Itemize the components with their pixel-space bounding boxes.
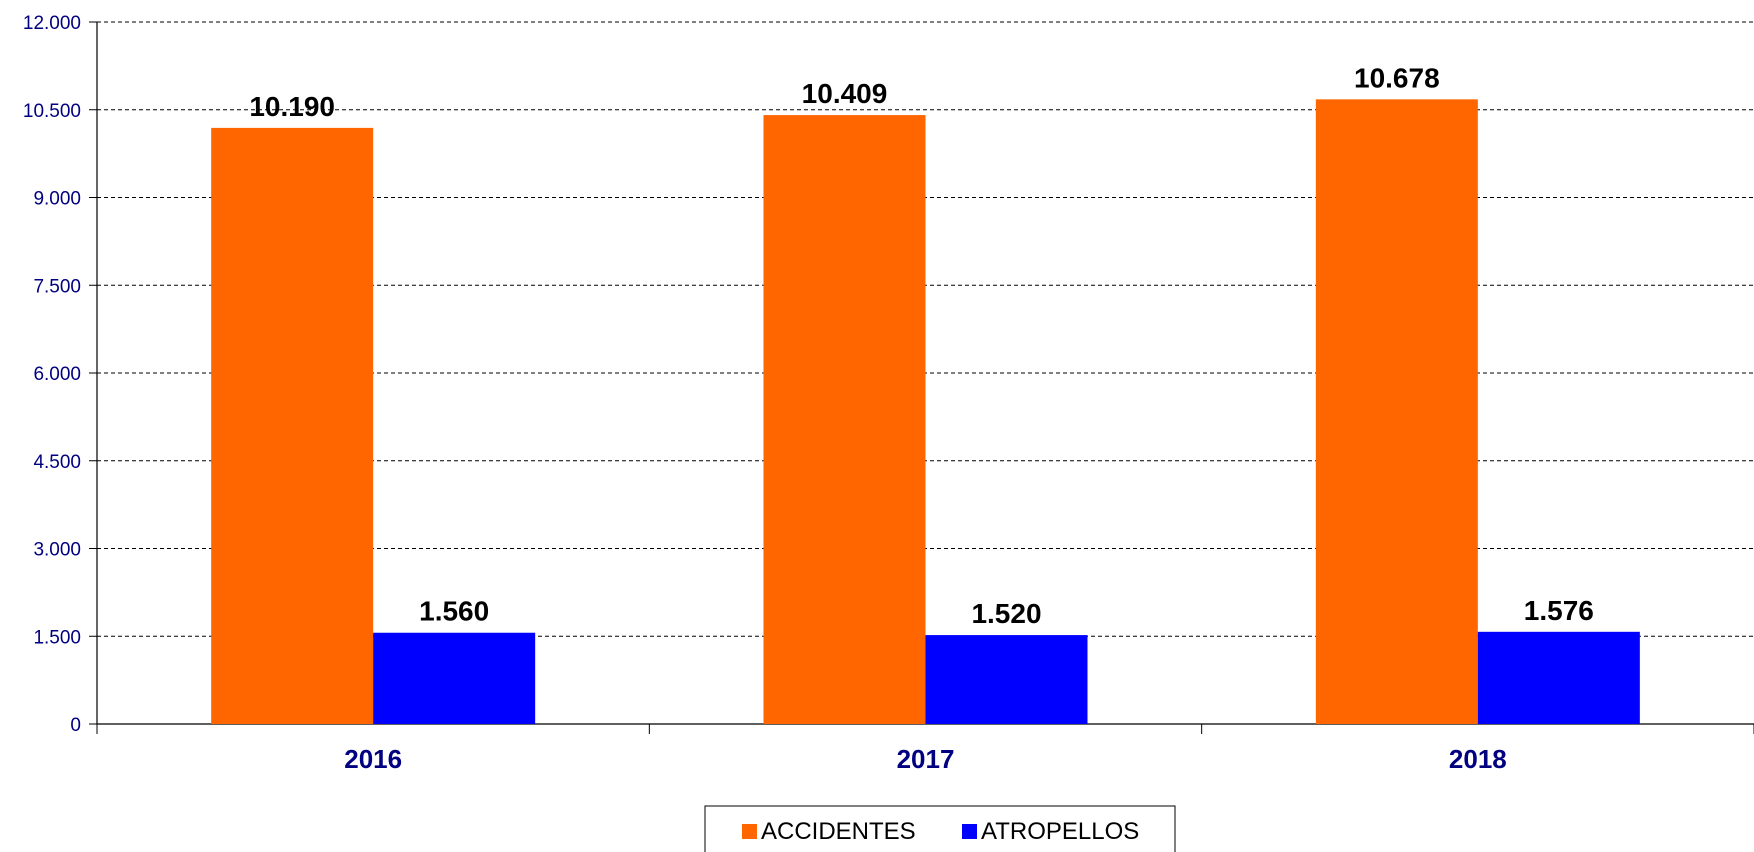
y-tick-label: 6.000 (33, 364, 81, 385)
y-tick-label: 10.500 (23, 101, 81, 122)
bar-atropellos-2018 (1477, 631, 1640, 724)
x-tick-label: 2017 (897, 744, 955, 774)
x-tick-label: 2016 (344, 744, 402, 774)
data-label: 10.409 (802, 78, 888, 109)
x-tick-label: 2018 (1449, 744, 1507, 774)
bar-accidentes-2016 (211, 127, 374, 724)
y-tick-label: 0 (70, 715, 81, 736)
data-label: 10.678 (1354, 62, 1440, 93)
y-tick-label: 7.500 (33, 276, 81, 297)
legend-label: ATROPELLOS (981, 818, 1139, 845)
bar-accidentes-2018 (1315, 99, 1478, 725)
bar-atropellos-2017 (925, 635, 1088, 724)
y-tick-label: 4.500 (33, 452, 81, 473)
y-tick-label: 3.000 (33, 540, 81, 561)
bars (211, 99, 1640, 725)
bar-atropellos-2016 (373, 632, 536, 724)
y-axis: 0 1.500 3.000 4.500 6.000 7.500 9.000 10.500 12.… (23, 13, 98, 736)
x-axis: 2016 2017 2018 (96, 723, 1754, 774)
data-label: 1.520 (971, 598, 1041, 629)
data-labels: 10.190 1.560 10.409 1.520 10.678 1.576 (249, 62, 1594, 629)
bar-accidentes-2017 (763, 115, 926, 725)
legend-swatch-atropellos (962, 824, 977, 839)
legend-label: ACCIDENTES (761, 818, 916, 845)
data-label: 1.576 (1524, 595, 1594, 626)
legend-box (704, 805, 1176, 852)
data-label: 1.560 (419, 596, 489, 627)
y-tick-label: 12.000 (23, 13, 81, 34)
legend: ACCIDENTES ATROPELLOS (704, 805, 1176, 852)
y-tick-label: 9.000 (33, 189, 81, 210)
y-tick-label: 1.500 (33, 627, 81, 648)
legend-swatch-accidentes (742, 824, 757, 839)
data-label: 10.190 (249, 91, 335, 122)
